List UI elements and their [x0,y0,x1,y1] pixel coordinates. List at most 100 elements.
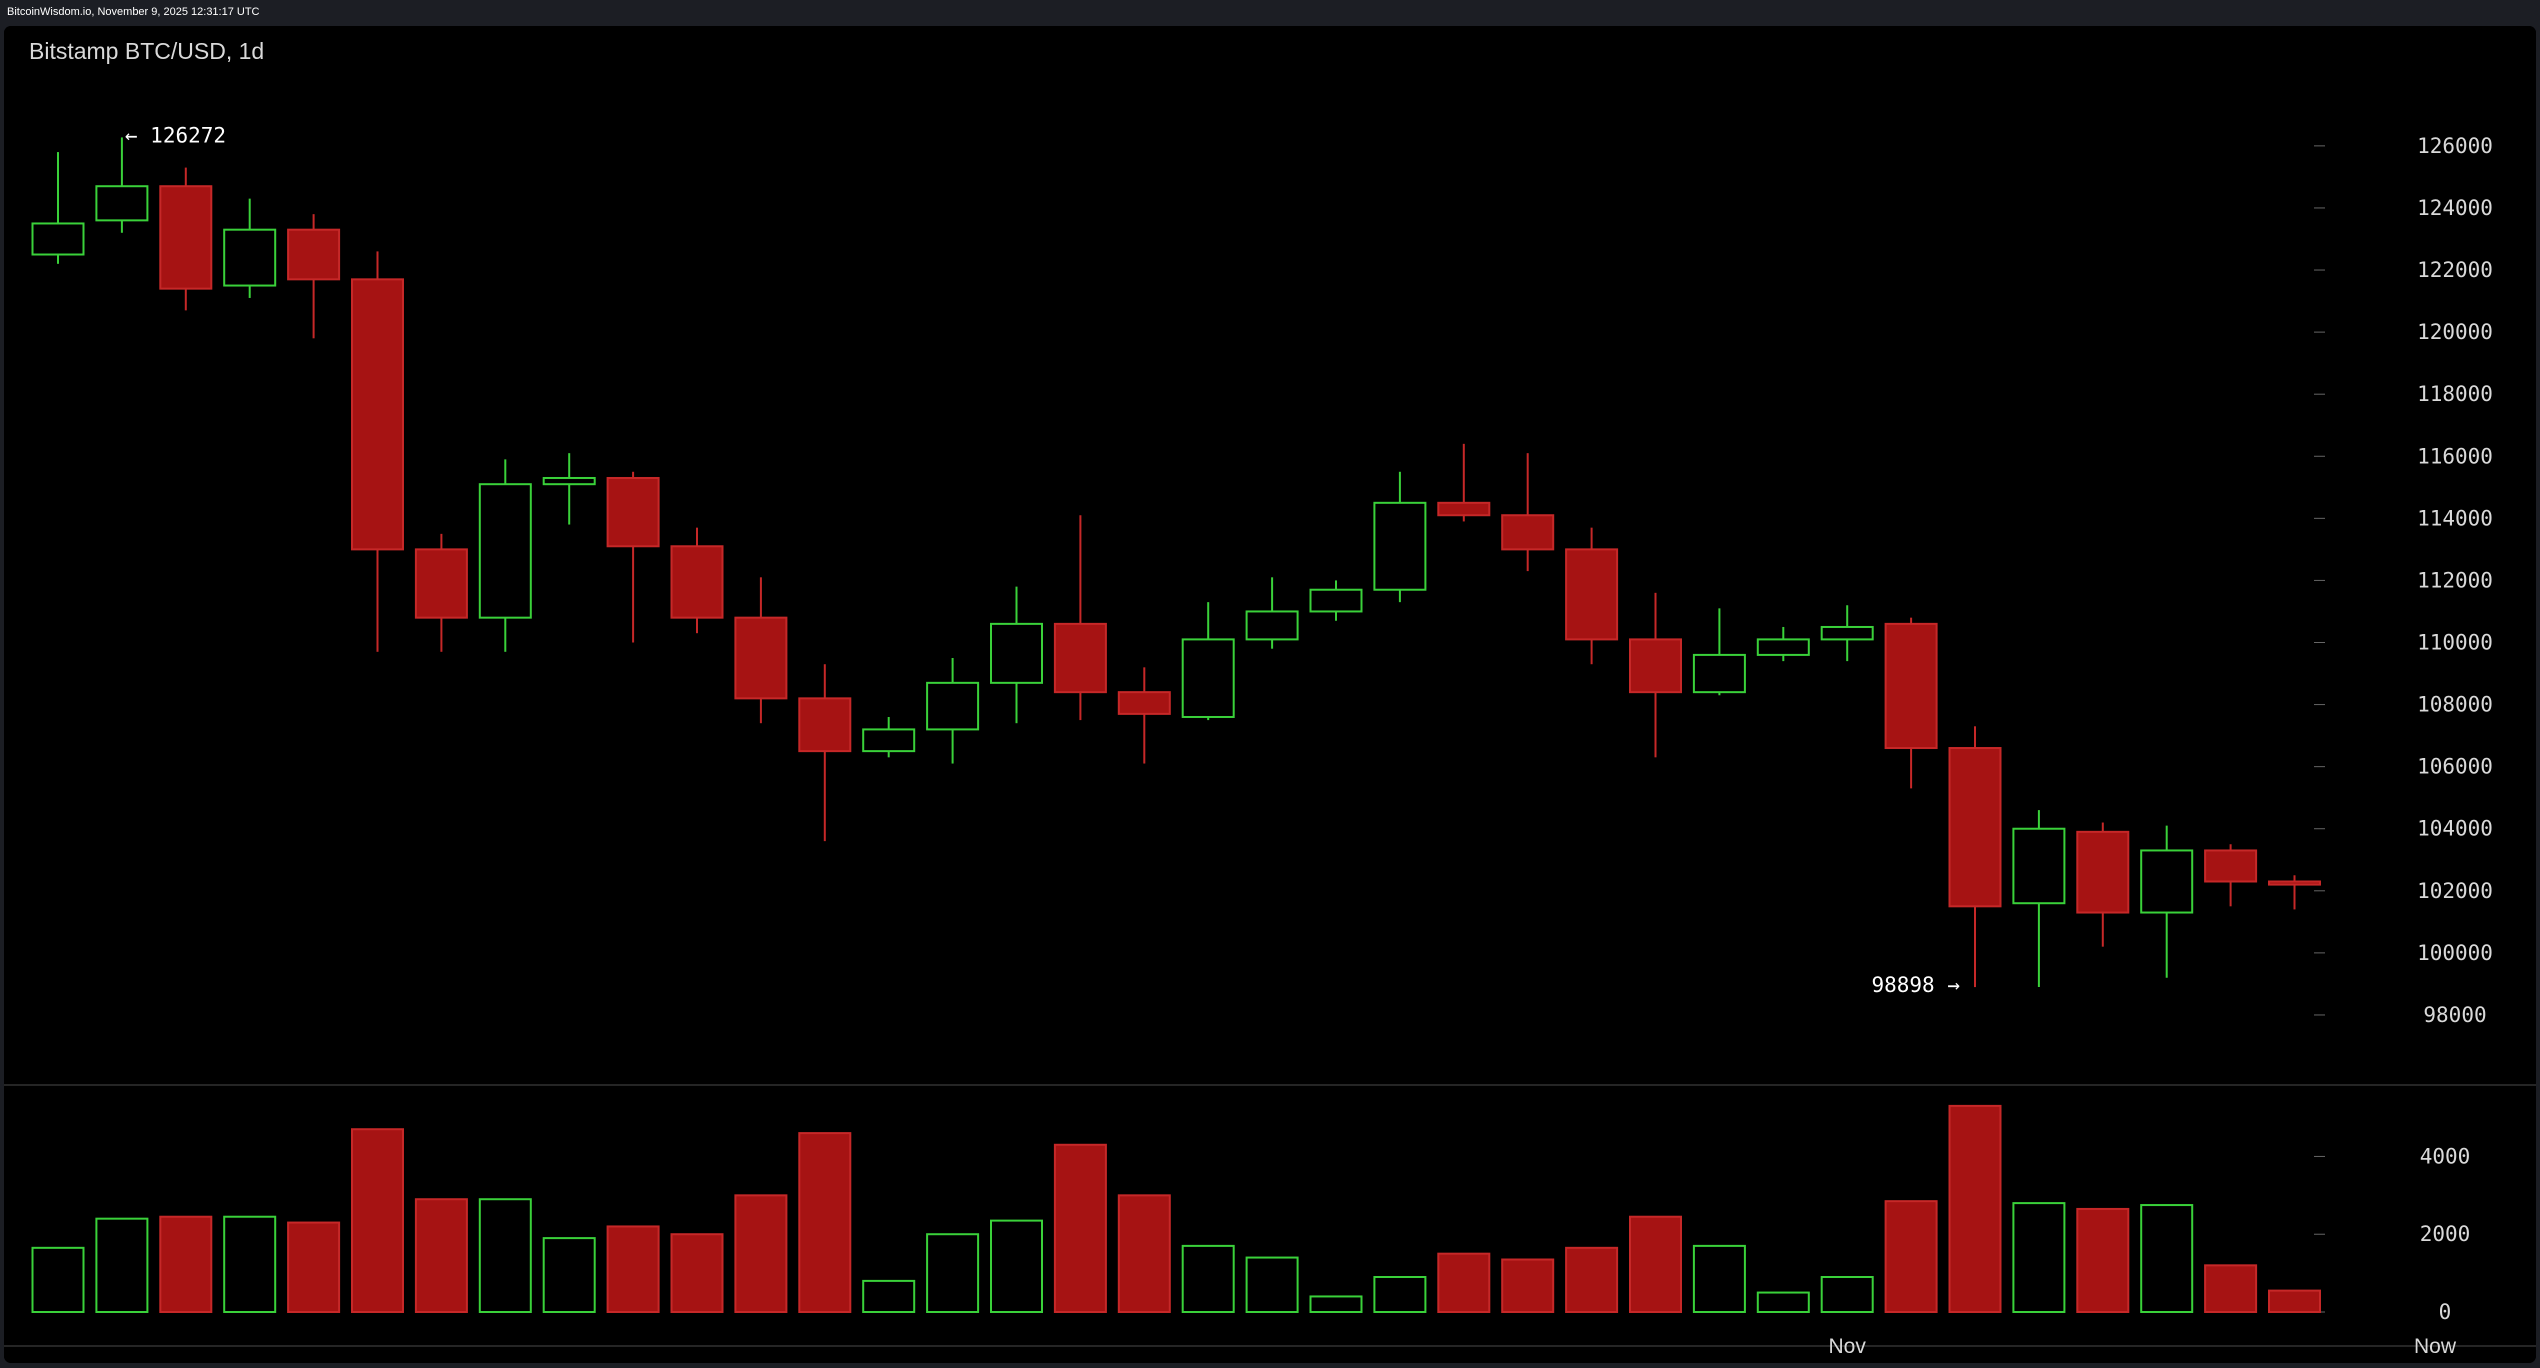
candle-body [1565,548,1619,641]
candle-down [159,167,213,311]
candle-body [1948,747,2002,908]
candle-up [1692,608,1746,696]
candle-down [1884,617,1938,789]
candle-up [1820,605,1874,662]
price-tick-label: 104000 [2417,817,2493,841]
candle-up [862,716,916,758]
time-label: Now [2414,1335,2457,1358]
volume-bar-down [2076,1207,2130,1314]
volume-bar-down [1437,1252,1491,1313]
price-tick-label: 118000 [2417,382,2493,406]
min-price-label: 98898 → [1871,973,1960,997]
candle-body [478,483,532,619]
volume-bar-up [2140,1204,2194,1313]
candle-up [1181,602,1235,721]
candle-body [1053,622,1107,694]
volume-bar-down [1948,1104,2002,1314]
time-label: Nov [1829,1335,1867,1358]
volume-bar-up [31,1246,85,1314]
volume-bar-up [990,1219,1043,1313]
candle-body [1309,588,1363,613]
volume-bar-down [351,1128,404,1313]
candle-up [2012,810,2066,988]
candle-body [990,622,1043,684]
volume-axis: 4000 2000 0 [2314,1144,2470,1324]
header-bar: BitcoinWisdom.io, November 9, 2025 12:31… [0,0,2540,24]
candle-body [1245,610,1299,641]
candle-body [2076,830,2130,914]
candle-body [223,228,277,287]
volume-bar-down [2204,1264,2258,1314]
price-tick-label: 100000 [2417,941,2493,965]
candle-up [1756,626,1810,662]
volume-bar-down [1884,1200,1938,1313]
candle-down [1501,453,1555,572]
volume-bar-down [414,1198,468,1313]
candle-up [95,137,149,233]
volume-bar-down [1053,1143,1107,1314]
price-tick-label: 122000 [2417,258,2493,282]
volume-bar-up [2012,1202,2066,1313]
candle-body [798,697,852,753]
chart-panel[interactable]: Bitstamp BTC/USD, 1d 126000 124000 122000 1… [4,26,2536,1363]
candle-up [1309,580,1363,621]
candle-up [926,658,980,764]
price-tick-label: 114000 [2417,506,2493,530]
candle-down [287,214,341,339]
header-info-text: BitcoinWisdom.io, November 9, 2025 12:31… [7,6,260,18]
volume-bar-down [1565,1246,1619,1314]
candle-body [1884,622,1938,750]
candle-up [1373,471,1427,603]
price-tick-label: 98000 [2423,1003,2486,1027]
candle-down [1053,515,1107,721]
candle-up [542,453,596,525]
candle-body [2140,849,2194,914]
price-tick-label: 116000 [2417,444,2493,468]
price-tick-label: 124000 [2417,196,2493,220]
volume-bar-up [1692,1244,1746,1314]
candle-down [351,251,404,652]
volume-bar-up [1756,1291,1810,1313]
candle-up [31,152,85,264]
candle-body [734,616,788,700]
volume-bar-up [1309,1295,1363,1314]
volume-bar-up [862,1279,916,1314]
price-tick-label: 112000 [2417,568,2493,592]
candle-body [1756,638,1810,656]
volume-bar-up [478,1198,532,1313]
candle-down [414,533,468,652]
candle-body [95,185,149,222]
volume-bar-down [1501,1258,1555,1313]
candle-body [287,228,341,281]
candle-down [1629,592,1682,758]
candle-down [606,471,660,643]
candle-body [1117,691,1171,715]
candle-body [2268,880,2321,886]
candle-down [1117,667,1171,764]
candle-down [2268,875,2321,910]
max-price-label: ← 126272 [125,123,226,147]
candle-up [990,586,1043,724]
volume-bar-down [159,1215,213,1313]
price-tick-label: 126000 [2417,134,2493,158]
volume-bar-up [1373,1276,1427,1313]
candle-body [2204,849,2258,883]
volume-bar-up [95,1217,149,1313]
volume-tick-label: 2000 [2420,1222,2471,1246]
candle-down [2076,822,2130,947]
price-tick-label: 102000 [2417,879,2493,903]
candle-body [159,185,213,290]
candle-down [1565,527,1619,665]
candle-body [1692,653,1746,694]
volume-series [31,1104,2321,1314]
volume-bar-up [1181,1244,1235,1314]
price-chart[interactable]: Bitstamp BTC/USD, 1d 126000 124000 122000 1… [4,26,2536,1363]
candle-down [1948,726,2002,988]
candle-body [542,476,596,486]
candle-down [798,664,852,842]
candle-up [223,198,277,298]
chart-title: Bitstamp BTC/USD, 1d [29,38,264,64]
price-tick-label: 110000 [2417,630,2493,654]
candle-body [1437,501,1491,517]
